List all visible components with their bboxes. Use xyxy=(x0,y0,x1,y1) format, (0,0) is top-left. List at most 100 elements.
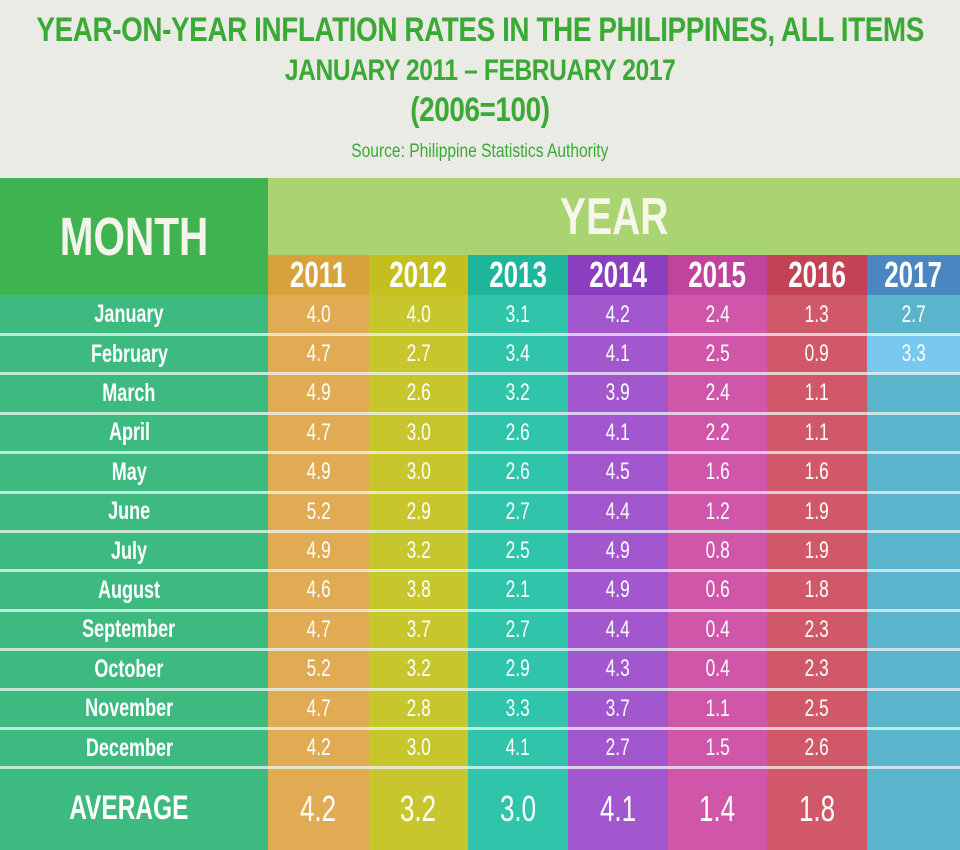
data-cell-text: 4.7 xyxy=(306,615,331,643)
month-column: January February March April May June July Augu… xyxy=(0,295,268,850)
data-cell: 2.5 xyxy=(767,689,867,728)
month-header-label: MONTH xyxy=(59,206,209,267)
data-cell-text: 1.2 xyxy=(705,497,730,525)
data-cell: 3.2 xyxy=(369,650,468,689)
data-cell xyxy=(867,728,960,767)
data-cell-text: 1.1 xyxy=(804,379,830,407)
data-cell: 2.7 xyxy=(568,728,668,767)
month-label-text: April xyxy=(108,418,150,447)
data-cell: 2.6 xyxy=(767,728,867,767)
data-cell: 3.9 xyxy=(568,374,668,413)
data-cell: 4.4 xyxy=(568,492,668,531)
data-cell-text: 2.9 xyxy=(505,655,531,683)
row-separator xyxy=(0,332,960,336)
data-cell: 4.1 xyxy=(568,334,668,373)
data-cell-text: 4.7 xyxy=(306,418,331,446)
data-cell xyxy=(867,531,960,570)
data-cell: 2.4 xyxy=(668,295,767,334)
average-cell: 3.0 xyxy=(468,768,568,850)
year-header-text: 2014 xyxy=(589,254,647,295)
data-cell-text: 2.3 xyxy=(804,615,830,643)
data-cell-text: 4.3 xyxy=(605,655,631,683)
row-separator xyxy=(0,529,960,533)
data-cell-text: 4.2 xyxy=(306,733,331,761)
data-cell-text: 1.5 xyxy=(705,733,730,761)
row-separator xyxy=(0,372,960,376)
year-header-cell: 2017 xyxy=(867,254,960,295)
data-cell-text: 2.2 xyxy=(705,418,730,446)
data-cell: 1.6 xyxy=(668,453,767,492)
data-cell: 3.0 xyxy=(369,453,468,492)
data-cell-text: 1.8 xyxy=(804,576,830,604)
month-label: August xyxy=(0,571,258,610)
data-cell: 4.0 xyxy=(369,295,468,334)
data-cell-text: 4.0 xyxy=(406,300,431,328)
data-cell-text: 2.1 xyxy=(505,576,531,604)
year-column-2013: 2013 3.1 3.4 3.2 2.6 2.6 2.7 2.5 2.1 2.7 2.9 3.3 4.1… xyxy=(468,254,568,850)
year-column-2017: 2017 2.7 3.3 xyxy=(867,254,960,850)
year-column-2011: 2011 4.0 4.7 4.9 4.7 4.9 5.2 4.9 4.6 4.7 5.2 4.7 4.2… xyxy=(268,254,369,850)
data-cell-text: 2.7 xyxy=(901,300,926,328)
data-cell-text: 4.5 xyxy=(605,458,631,486)
data-cell-text: 3.7 xyxy=(605,694,631,722)
data-cell-text: 1.6 xyxy=(804,458,830,486)
data-cell-text: 4.0 xyxy=(306,300,331,328)
year-header-text: 2012 xyxy=(389,254,448,295)
year-header-text: 2013 xyxy=(489,254,547,295)
data-cell: 4.7 xyxy=(268,610,369,649)
data-cell-text: 2.9 xyxy=(406,497,431,525)
data-cell: 3.0 xyxy=(369,413,468,452)
data-cell: 3.4 xyxy=(468,334,568,373)
data-cell-text: 1.9 xyxy=(804,497,830,525)
month-label: April xyxy=(0,413,258,452)
year-column-2012: 2012 4.0 2.7 2.6 3.0 3.0 2.9 3.2 3.8 3.7 3.2 2.8 3.0… xyxy=(369,254,468,850)
data-cell: 3.7 xyxy=(369,610,468,649)
data-cell: 0.4 xyxy=(668,610,767,649)
data-cell: 3.8 xyxy=(369,571,468,610)
data-cell-text: 2.6 xyxy=(804,733,830,761)
data-cell-text: 1.1 xyxy=(804,418,830,446)
data-cell-text: 4.4 xyxy=(605,497,631,525)
data-cell: 3.0 xyxy=(369,728,468,767)
row-separator xyxy=(0,648,960,652)
data-cell: 2.7 xyxy=(468,610,568,649)
data-cell: 2.7 xyxy=(867,295,960,334)
data-cell: 2.9 xyxy=(468,650,568,689)
data-cell: 4.9 xyxy=(268,453,369,492)
year-header-cell: 2012 xyxy=(369,254,468,295)
data-cell xyxy=(867,610,960,649)
average-cell-text: 3.0 xyxy=(499,787,537,829)
data-cell-text: 3.3 xyxy=(505,694,531,722)
data-cell-text: 5.2 xyxy=(306,497,331,525)
data-cell-text: 2.5 xyxy=(804,694,830,722)
average-label-text: AVERAGE xyxy=(69,789,189,828)
data-cell: 2.1 xyxy=(468,571,568,610)
data-cell-text: 4.9 xyxy=(306,379,331,407)
row-separator xyxy=(0,608,960,612)
data-cell-text: 0.6 xyxy=(705,576,730,604)
chart-subtitle: JANUARY 2011 – FEBRUARY 2017 xyxy=(284,54,676,87)
data-cell: 4.7 xyxy=(268,689,369,728)
data-cell: 3.2 xyxy=(369,531,468,570)
data-cell-text: 2.3 xyxy=(804,655,830,683)
data-cell-text: 2.7 xyxy=(605,733,631,761)
data-cell: 1.9 xyxy=(767,531,867,570)
average-cell-text: 1.4 xyxy=(699,787,736,829)
data-cell-text: 1.9 xyxy=(804,537,830,565)
data-cell-text: 0.9 xyxy=(804,340,830,368)
month-label: September xyxy=(0,610,258,649)
average-cell: 4.1 xyxy=(568,768,668,850)
month-header: MONTH xyxy=(0,178,268,295)
data-cell: 2.3 xyxy=(767,650,867,689)
chart-subtitle-row: JANUARY 2011 – FEBRUARY 2017 xyxy=(0,54,960,87)
data-cell: 4.3 xyxy=(568,650,668,689)
year-header-label: YEAR xyxy=(559,187,669,246)
month-label-text: July xyxy=(110,536,148,565)
data-cell: 1.6 xyxy=(767,453,867,492)
row-separator xyxy=(0,490,960,494)
data-cell: 4.9 xyxy=(568,531,668,570)
data-cell-text: 2.6 xyxy=(406,379,431,407)
data-cell-text: 3.1 xyxy=(505,300,531,328)
month-label: February xyxy=(0,334,258,373)
data-cell: 3.1 xyxy=(468,295,568,334)
